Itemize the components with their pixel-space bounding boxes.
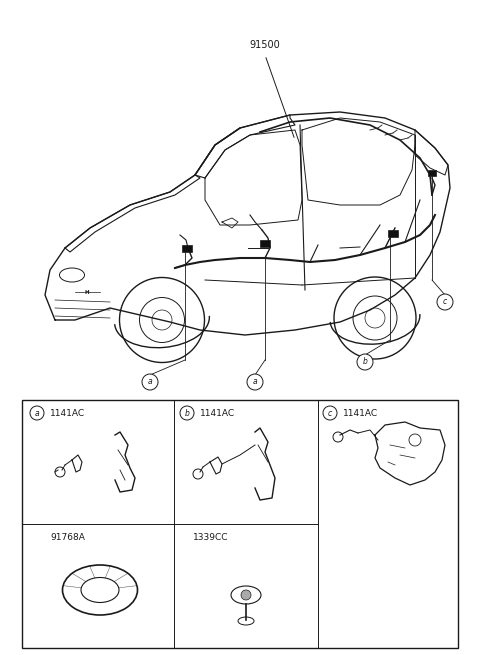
Circle shape (357, 354, 373, 370)
Text: 1339CC: 1339CC (193, 533, 228, 542)
Circle shape (30, 406, 44, 420)
Text: 1141AC: 1141AC (200, 409, 235, 417)
Bar (182, 245, 192, 252)
Text: a: a (252, 377, 257, 386)
Circle shape (180, 406, 194, 420)
Circle shape (323, 406, 337, 420)
Text: H: H (84, 290, 89, 295)
Text: 1141AC: 1141AC (50, 409, 85, 417)
Text: 91768A: 91768A (50, 533, 85, 542)
Text: a: a (35, 409, 39, 417)
Bar (428, 170, 436, 176)
Text: b: b (362, 358, 367, 367)
Bar (388, 230, 398, 237)
Circle shape (142, 374, 158, 390)
Text: c: c (443, 297, 447, 307)
Circle shape (241, 590, 251, 600)
Bar (260, 240, 270, 247)
Text: 1141AC: 1141AC (343, 409, 378, 417)
Text: c: c (328, 409, 332, 417)
Bar (22, 400, 458, 648)
Text: a: a (148, 377, 152, 386)
Text: 91500: 91500 (250, 40, 280, 50)
Circle shape (437, 294, 453, 310)
Circle shape (247, 374, 263, 390)
Text: b: b (185, 409, 190, 417)
